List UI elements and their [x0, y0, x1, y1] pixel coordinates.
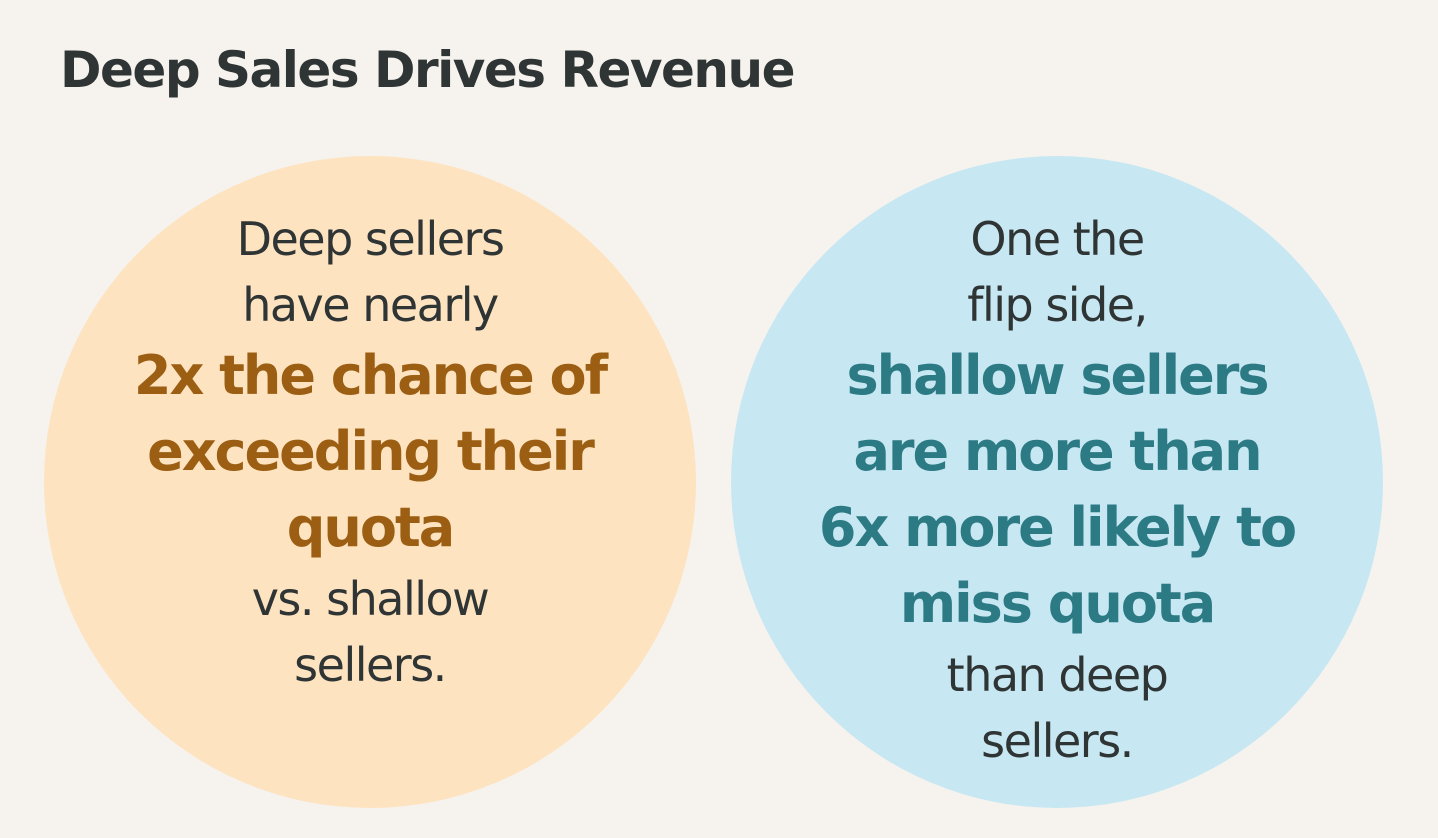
right-emphasis-line: shallow sellers: [846, 344, 1269, 407]
shallow-sellers-text: One the flip side, shallow sellers are m…: [731, 206, 1383, 774]
right-outro-line: than deep: [946, 648, 1169, 702]
left-emphasis-line: exceeding their: [147, 420, 595, 483]
left-outro-line: vs. shallow: [251, 572, 490, 626]
left-intro-line: have nearly: [242, 278, 499, 332]
right-emphasis-line: are more than: [853, 420, 1262, 483]
left-emphasis-line: 2x the chance of: [133, 344, 608, 407]
right-intro-line: flip side,: [967, 278, 1148, 332]
deep-sellers-circle: Deep sellers have nearly 2x the chance o…: [44, 156, 696, 808]
left-intro-line: Deep sellers: [236, 212, 505, 266]
page-title: Deep Sales Drives Revenue: [60, 41, 795, 99]
right-outro-line: sellers.: [981, 714, 1134, 768]
deep-sellers-text: Deep sellers have nearly 2x the chance o…: [44, 206, 696, 698]
shallow-sellers-circle: One the flip side, shallow sellers are m…: [731, 156, 1383, 808]
left-emphasis-line: quota: [286, 496, 455, 559]
left-outro-line: sellers.: [294, 638, 447, 692]
right-intro-line: One the: [970, 212, 1145, 266]
right-emphasis-line: 6x more likely to: [818, 496, 1297, 559]
right-emphasis-line: miss quota: [899, 572, 1216, 635]
